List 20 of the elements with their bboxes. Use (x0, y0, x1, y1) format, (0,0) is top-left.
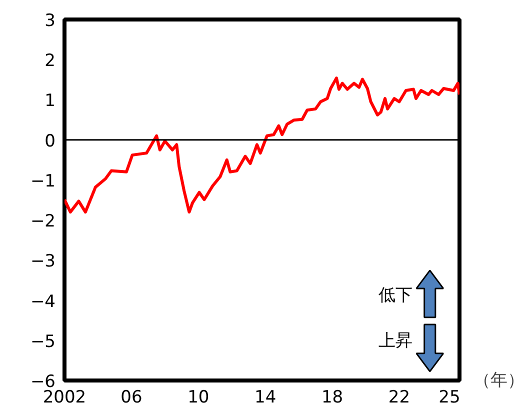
y-tick-label: 1 (44, 91, 56, 112)
annotation: 低下 (378, 286, 412, 306)
x-tick-label: 25 (438, 388, 460, 405)
y-tick-label: 2 (44, 51, 56, 72)
x-tick-label: 06 (120, 388, 142, 405)
x-tick-label: 2002 (42, 388, 86, 405)
y-tick-label: −5 (30, 332, 56, 352)
x-tick-label: 22 (388, 388, 410, 405)
x-tick-label: 18 (321, 388, 344, 405)
y-tick-label: −4 (30, 292, 56, 312)
y-tick-label: 3 (44, 11, 56, 31)
x-axis-title: （年） (474, 370, 524, 390)
y-tick-label: 0 (44, 131, 56, 152)
annotation: 上昇 (378, 330, 412, 351)
line-series (64, 76, 460, 214)
y-tick-label: −1 (30, 171, 56, 192)
y-tick-label: −2 (30, 212, 56, 232)
x-tick-label: 10 (188, 388, 210, 405)
x-tick-label: 14 (254, 388, 276, 405)
y-tick-label: −3 (30, 252, 56, 272)
